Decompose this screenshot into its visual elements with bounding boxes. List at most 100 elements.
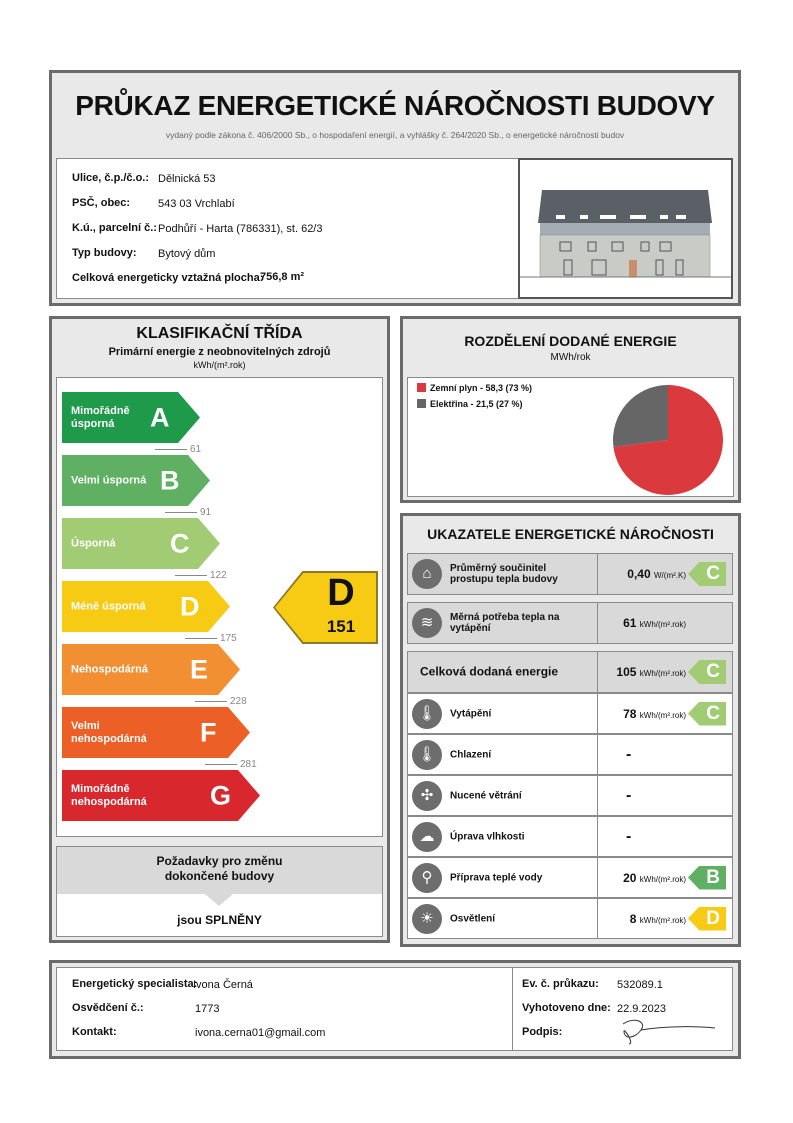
ev-number-value: 532089.1 <box>617 979 663 991</box>
page-subtitle: vydaný podle zákona č. 406/2000 Sb., o h… <box>165 130 625 140</box>
indicator-value-group: 78 kWh/(m².rok) <box>623 707 686 721</box>
legend-item: Elektřina - 21,5 (27 %) <box>417 399 523 409</box>
class-letter: C <box>170 528 190 558</box>
date-label: Vyhotoveno dne: <box>522 1002 611 1014</box>
indicator-value: 61 <box>623 616 637 630</box>
class-letter: D <box>180 591 200 621</box>
result-class: D <box>327 572 355 614</box>
fan-icon: ✣ <box>412 780 442 811</box>
pie-slice <box>613 385 723 495</box>
classification-title: KLASIFIKAČNÍ TŘÍDA <box>136 325 303 342</box>
contact-label: Kontakt: <box>72 1026 117 1038</box>
cell-divider <box>597 603 598 643</box>
indicator-label: Celková dodaná energie <box>420 664 559 679</box>
page-title: PRŮKAZ ENERGETICKÉ NÁROČNOSTI BUDOVY <box>75 90 715 121</box>
indicator-class-badge: C <box>688 701 726 726</box>
heat-demand-icon: ≋ <box>412 608 442 638</box>
light-bulb-icon: ☀ <box>412 903 442 934</box>
indicator-value: - <box>626 786 632 804</box>
distribution-title: ROZDĚLENÍ DODANÉ ENERGIE <box>464 333 677 349</box>
humidity-cloud-icon: ☁ <box>412 821 442 852</box>
zip-value: 543 03 Vrchlabí <box>158 198 235 210</box>
indicator-unit: W/(m².K) <box>654 571 686 580</box>
certificate-label: Osvědčení č.: <box>72 1002 144 1014</box>
class-letter: A <box>150 402 170 432</box>
indicator-value: - <box>626 827 632 845</box>
class-bar-f: Velmi nehospodárná F <box>62 707 250 758</box>
indicator-row: 🌡 Chlazení - <box>407 734 733 775</box>
indicator-unit: kWh/(m².rok) <box>639 669 686 678</box>
ev-number-label: Ev. č. průkazu: <box>522 978 599 990</box>
cell-divider <box>597 554 598 594</box>
class-name: Velmi úsporná <box>71 474 147 486</box>
indicator-row: Celková dodaná energie 105 kWh/(m².rok) C <box>407 651 733 693</box>
heating-thermometer-icon: 🌡 <box>412 698 442 729</box>
indicator-unit: kWh/(m².rok) <box>639 915 686 925</box>
requirements-box: Požadavky pro změnu dokončené budovy jso… <box>56 846 383 937</box>
class-threshold: 175 <box>185 633 237 644</box>
indicator-unit: kWh/(m².rok) <box>639 874 686 884</box>
indicator-value: 78 <box>623 706 637 721</box>
indicator-row: 🌡 Vytápění 78 kWh/(m².rok) C <box>407 693 733 734</box>
class-threshold: 91 <box>165 507 211 518</box>
certificate-value: 1773 <box>195 1003 220 1015</box>
classification-subtitle: Primární energie z neobnovitelných zdroj… <box>108 346 331 358</box>
indicator-row: ⌂ Průměrný součinitel prostupu tepla budo… <box>407 553 733 595</box>
class-threshold: 61 <box>155 444 201 455</box>
indicator-value: 105 <box>616 665 637 679</box>
cell-divider <box>597 652 598 692</box>
indicator-row: ☁ Úprava vlhkosti - <box>407 816 733 857</box>
cell-divider <box>597 776 598 815</box>
indicator-label: Příprava teplé vody <box>450 872 543 883</box>
class-name: Méně úsporná <box>71 600 146 612</box>
indicator-label: Nucené větrání <box>450 790 522 801</box>
legend-swatch <box>417 383 426 392</box>
class-bar-c: Úsporná C <box>62 518 220 569</box>
footer-divider <box>512 967 513 1051</box>
cell-divider <box>597 858 598 897</box>
indicator-class-badge: B <box>688 865 726 890</box>
type-value: Bytový dům <box>158 248 216 260</box>
indicator-label: Měrná potřeba tepla na vytápění <box>450 612 560 634</box>
footer-box <box>56 967 733 1051</box>
requirements-header <box>57 847 382 894</box>
water-tap-icon: ⚲ <box>412 862 442 893</box>
pie-slice <box>613 385 668 447</box>
specialist-value: Ivona Černá <box>193 979 253 991</box>
contact-value[interactable]: ivona.cerna01@gmail.com <box>195 1027 326 1039</box>
area-value: 756,8 m² <box>260 271 305 283</box>
indicator-class-badge: D <box>688 906 726 931</box>
indicator-value: 20 <box>623 870 637 885</box>
indicator-row: ☀ Osvětlení 8 kWh/(m².rok) D <box>407 898 733 939</box>
distribution-pie-chart <box>613 385 723 495</box>
indicators-title: UKAZATELE ENERGETICKÉ NÁROČNOSTI <box>427 526 714 542</box>
class-letter: G <box>210 780 232 810</box>
type-label: Typ budovy: <box>72 247 137 259</box>
indicator-row: ⚲ Příprava teplé vody 20 kWh/(m².rok) B <box>407 857 733 898</box>
result-value: 151 <box>326 617 356 636</box>
requirements-status: jsou SPLNĚNY <box>177 913 262 927</box>
legend-swatch <box>417 399 426 408</box>
requirements-title-2: dokončené budovy <box>164 869 275 883</box>
class-name: Velmi nehospodárná <box>71 719 147 745</box>
indicator-label: Úprava vlhkosti <box>450 831 525 842</box>
street-label: Ulice, č.p./č.o.: <box>72 172 150 184</box>
class-threshold: 122 <box>175 570 227 581</box>
indicator-unit: kWh/(m².rok) <box>639 710 686 720</box>
indicator-value: - <box>626 745 632 763</box>
class-bar-g: Mimořádně nehospodárná G <box>62 770 260 821</box>
indicator-value: 8 <box>629 911 637 926</box>
building-photo <box>518 158 733 299</box>
cooling-thermometer-icon: 🌡 <box>412 739 442 770</box>
class-threshold: 281 <box>205 759 257 770</box>
cell-divider <box>597 735 598 774</box>
indicator-value-group: 105 kWh/(m².rok) <box>616 665 686 679</box>
indicator-value: 0,40 <box>627 567 651 581</box>
cell-divider <box>597 694 598 733</box>
indicator-value-group: 20 kWh/(m².rok) <box>623 871 686 885</box>
class-letter: B <box>160 465 180 495</box>
down-arrow-icon <box>205 894 233 906</box>
class-bar-e: Nehospodárná E <box>62 644 240 695</box>
class-name: Úsporná <box>71 537 116 549</box>
distribution-unit: MWh/rok <box>550 352 591 363</box>
